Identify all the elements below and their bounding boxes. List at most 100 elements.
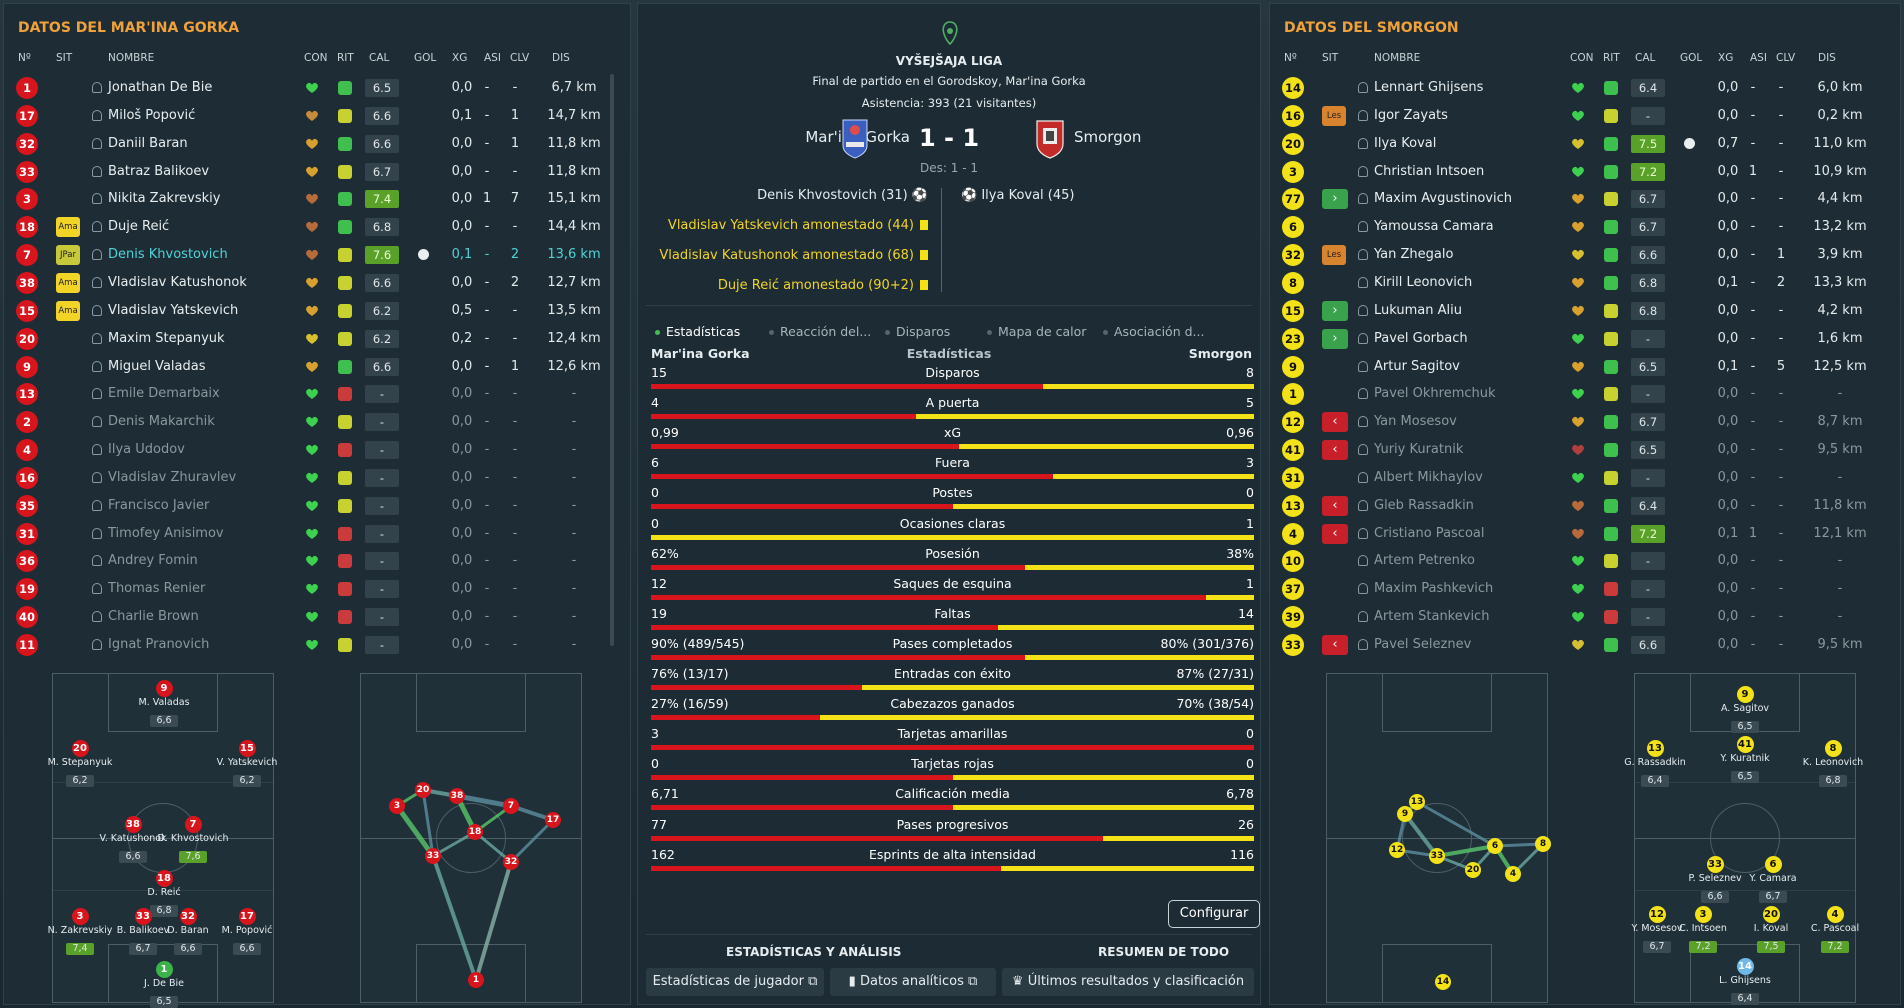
- player-name[interactable]: Miloš Popović: [108, 107, 196, 123]
- col-header-gol[interactable]: GOL: [414, 52, 437, 64]
- player-row[interactable]: 38 Ama Vladislav Katushonok 6.6 0,0- 2 12,7 km: [4, 269, 630, 297]
- col-header-nº[interactable]: Nº: [1284, 52, 1297, 64]
- player-name[interactable]: Duje Reić: [108, 219, 170, 235]
- player-name[interactable]: Maxim Avgustinovich: [1374, 191, 1512, 207]
- player-name[interactable]: Christian Intsoen: [1374, 163, 1485, 179]
- formation-player[interactable]: 33 B. Balikoev 6,7: [103, 904, 183, 955]
- player-row[interactable]: 4 Ilya Udodov -0,0- - -: [4, 436, 630, 464]
- player-row[interactable]: 4 ‹ Cristiano Pascoal 7.2 0,1 1 - 12,1 km: [1270, 520, 1900, 548]
- network-node[interactable]: 13: [1409, 794, 1425, 810]
- tab-4[interactable]: Mapa de calor: [986, 324, 1087, 339]
- formation-player[interactable]: 1 J. De Bie 6,5: [124, 957, 204, 1008]
- player-row[interactable]: 1 Jonathan De Bie 6.5 0,0- -6,7 km: [4, 74, 630, 102]
- network-node[interactable]: 32: [503, 854, 519, 870]
- network-node[interactable]: 9: [1397, 806, 1413, 822]
- network-node[interactable]: 20: [1465, 862, 1481, 878]
- formation-player[interactable]: 17 M. Popović 6,6: [207, 904, 287, 955]
- configure-button[interactable]: Configurar: [1168, 900, 1260, 928]
- col-header-dis[interactable]: DIS: [552, 52, 570, 64]
- player-row[interactable]: 8 Kirill Leonovich 6.8 0,1- 2 13,3 km: [1270, 269, 1900, 297]
- player-row[interactable]: 13 ‹ Gleb Rassadkin 6.4 0,0- -11,8 km: [1270, 492, 1900, 520]
- player-name[interactable]: Cristiano Pascoal: [1374, 525, 1485, 541]
- player-name[interactable]: Artur Sagitov: [1374, 358, 1460, 374]
- network-node[interactable]: 1: [468, 972, 484, 988]
- tab-2[interactable]: Reacción del...: [768, 324, 872, 339]
- formation-player[interactable]: 9 A. Sagitov 6,5: [1705, 682, 1785, 733]
- player-name[interactable]: Yan Mosesov: [1374, 414, 1457, 430]
- col-header-nombre[interactable]: NOMBRE: [1374, 52, 1421, 64]
- player-name[interactable]: Francisco Javier: [108, 497, 210, 513]
- formation-player[interactable]: 15 V. Yatskevich 6,2: [207, 736, 287, 787]
- network-node[interactable]: 14: [1435, 974, 1451, 990]
- player-name[interactable]: Albert Mikhaylov: [1374, 469, 1483, 485]
- player-name[interactable]: Charlie Brown: [108, 609, 199, 625]
- player-row[interactable]: 35 Francisco Javier -0,0- - -: [4, 492, 630, 520]
- player-name[interactable]: Yuriy Kuratnik: [1374, 442, 1464, 458]
- formation-player[interactable]: 32 D. Baran 6,6: [148, 904, 228, 955]
- player-row[interactable]: 6 Yamoussa Camara 6.7 0,0- -13,2 km: [1270, 213, 1900, 241]
- player-name[interactable]: Maxim Pashkevich: [1374, 581, 1494, 597]
- formation-player[interactable]: 20 I. Koval 7,5: [1731, 902, 1811, 953]
- col-header-asi[interactable]: ASI: [484, 52, 501, 64]
- formation-player[interactable]: 18 D. Reić 6,8: [124, 866, 204, 917]
- player-name[interactable]: Thomas Renier: [108, 581, 206, 597]
- player-name[interactable]: Lennart Ghijsens: [1374, 80, 1484, 95]
- player-row[interactable]: 36 Andrey Fomin -0,0- - -: [4, 547, 630, 575]
- network-node[interactable]: 4: [1505, 866, 1521, 882]
- formation-player[interactable]: 12 Y. Mosesov 6,7: [1617, 902, 1697, 953]
- player-name[interactable]: Pavel Okhremchuk: [1374, 386, 1496, 402]
- formation-player[interactable]: 13 G. Rassadkin 6,4: [1615, 736, 1695, 787]
- col-header-gol[interactable]: GOL: [1680, 52, 1703, 64]
- home-crest-icon[interactable]: [840, 116, 870, 160]
- network-node[interactable]: 7: [503, 798, 519, 814]
- network-node[interactable]: 3: [389, 798, 405, 814]
- player-row[interactable]: 20 Ilya Koval 7.5 0,7- -11,0 km: [1270, 130, 1900, 158]
- col-header-sit[interactable]: SIT: [56, 52, 73, 64]
- analytics-button[interactable]: ▮ Datos analíticos ⧉: [830, 968, 996, 996]
- player-row[interactable]: 16 Les Igor Zayats -0,0- -0,2 km: [1270, 102, 1900, 130]
- player-name[interactable]: Ilya Udodov: [108, 442, 185, 458]
- player-row[interactable]: 77 › Maxim Avgustinovich 6.7 0,0- -4,4 km: [1270, 185, 1900, 213]
- player-name[interactable]: Pavel Seleznev: [1374, 637, 1472, 652]
- col-header-rit[interactable]: RIT: [337, 52, 354, 64]
- player-row[interactable]: 9 Artur Sagitov 6.5 0,1- 5 12,5 km: [1270, 353, 1900, 381]
- col-header-asi[interactable]: ASI: [1750, 52, 1767, 64]
- network-node[interactable]: 20: [415, 782, 431, 798]
- col-header-clv[interactable]: CLV: [1776, 52, 1796, 64]
- network-node[interactable]: 17: [545, 812, 561, 828]
- player-name[interactable]: Artem Stankevich: [1374, 609, 1490, 625]
- player-row[interactable]: 31 Albert Mikhaylov -0,0- - -: [1270, 464, 1900, 492]
- network-node[interactable]: 18: [467, 824, 483, 840]
- player-name[interactable]: Miguel Valadas: [108, 358, 206, 374]
- player-row[interactable]: 2 Denis Makarchik -0,0- - -: [4, 408, 630, 436]
- player-row[interactable]: 3 Nikita Zakrevskiy 7.4 0,0 1 7 15,1 km: [4, 185, 630, 213]
- col-header-nombre[interactable]: NOMBRE: [108, 52, 155, 64]
- network-node[interactable]: 6: [1487, 838, 1503, 854]
- player-name[interactable]: Artem Petrenko: [1374, 553, 1475, 569]
- formation-player[interactable]: 3 N. Zakrevskiy 7,4: [40, 904, 120, 955]
- player-name[interactable]: Ignat Pranovich: [108, 637, 210, 652]
- col-header-nº[interactable]: Nº: [18, 52, 31, 64]
- player-row[interactable]: 11 Ignat Pranovich -0,0- - -: [4, 631, 630, 659]
- player-row[interactable]: 31 Timofey Anisimov -0,0- - -: [4, 520, 630, 548]
- player-name[interactable]: Timofey Anisimov: [108, 525, 224, 541]
- player-name[interactable]: Lukuman Aliu: [1374, 302, 1462, 318]
- col-header-cal[interactable]: CAL: [369, 52, 390, 64]
- player-name[interactable]: Vladislav Katushonok: [108, 274, 247, 290]
- player-row[interactable]: 16 Vladislav Zhuravlev -0,0- - -: [4, 464, 630, 492]
- player-name[interactable]: Nikita Zakrevskiy: [108, 191, 221, 207]
- col-header-dis[interactable]: DIS: [1818, 52, 1836, 64]
- tab-1[interactable]: Estadísticas: [654, 324, 741, 339]
- player-row[interactable]: 15 › Lukuman Aliu 6.8 0,0- -4,2 km: [1270, 297, 1900, 325]
- results-table-button[interactable]: ♛ Últimos resultados y clasificación: [1002, 968, 1254, 996]
- col-header-con[interactable]: CON: [304, 52, 328, 64]
- player-row[interactable]: 14 Lennart Ghijsens 6.4 0,0- -6,0 km: [1270, 74, 1900, 102]
- player-row[interactable]: 37 Maxim Pashkevich -0,0- - -: [1270, 575, 1900, 603]
- player-row[interactable]: 1 Pavel Okhremchuk -0,0- - -: [1270, 380, 1900, 408]
- player-row[interactable]: 17 Miloš Popović 6.6 0,1- 1 14,7 km: [4, 102, 630, 130]
- player-row[interactable]: 33 ‹ Pavel Seleznev 6.6 0,0- -9,5 km: [1270, 631, 1900, 659]
- player-name[interactable]: Ilya Koval: [1374, 135, 1437, 151]
- network-node[interactable]: 33: [1429, 848, 1445, 864]
- formation-player[interactable]: 8 K. Leonovich 6,8: [1793, 736, 1873, 787]
- player-row[interactable]: 33 Batraz Balikoev 6.7 0,0- -11,8 km: [4, 158, 630, 186]
